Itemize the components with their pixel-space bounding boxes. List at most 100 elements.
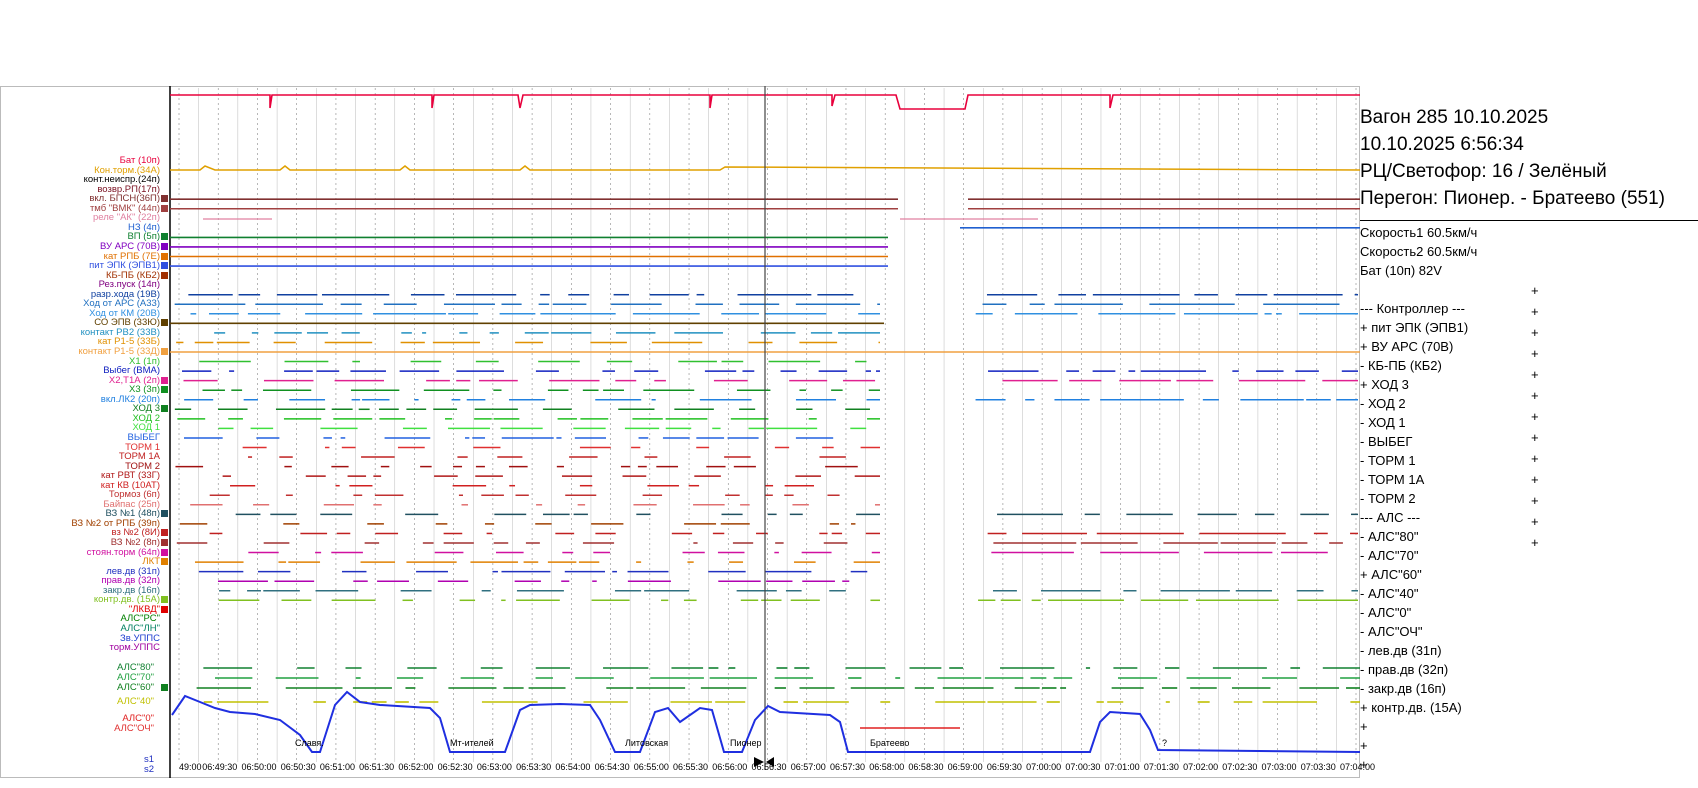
info-item[interactable]: - КБ-ПБ (КБ2)	[1360, 358, 1442, 373]
info-item[interactable]: - ТОРМ 2	[1360, 491, 1416, 506]
time-tick-label: 06:50:00	[241, 762, 277, 772]
signal-label: ЛКТ	[142, 556, 160, 568]
signal-label: АЛС"РС"	[120, 613, 160, 625]
info-item[interactable]: - ТОРМ 1А	[1360, 472, 1425, 487]
time-tick-label: 06:58:00	[869, 762, 905, 772]
toggle-plus-button[interactable]: +	[1531, 514, 1539, 529]
info-item[interactable]: - АЛС"40"	[1360, 586, 1419, 601]
info-item[interactable]: - ТОРМ 1	[1360, 453, 1416, 468]
time-tick-label: 06:49:30	[202, 762, 238, 772]
time-tick-label: 06:53:30	[516, 762, 552, 772]
brake-trace	[170, 165, 1360, 171]
signal-label: контакт РВ2 (33В)	[80, 326, 160, 338]
toggle-plus-button[interactable]: +	[1531, 430, 1539, 445]
signal-label: Выбег (ВМА)	[103, 365, 160, 377]
signal-label: Тормоз (6п)	[108, 489, 160, 501]
signal-label: Ход от КМ (20В)	[89, 307, 160, 319]
time-tick-label: 06:50:30	[280, 762, 316, 772]
signal-marker-icon	[161, 558, 168, 566]
toggle-plus-button[interactable]: +	[1531, 388, 1539, 403]
signal-marker-icon	[161, 204, 168, 212]
info-item[interactable]: + АЛС"60"	[1360, 567, 1422, 582]
signal-label: возвр.РП(17п)	[97, 183, 160, 195]
info-item[interactable]: + ХОД 3	[1360, 377, 1409, 392]
signal-label: Байпас (25п)	[103, 498, 160, 510]
battery-trace	[170, 94, 1360, 110]
info-reading: Скорость2 60.5км/ч	[1360, 244, 1478, 259]
time-tick-label: 07:00:30	[1065, 762, 1101, 772]
signal-label: разр.хода (19В)	[90, 288, 160, 300]
signal-label: закр.дв (16п)	[103, 584, 160, 596]
time-tick-label: 07:00:00	[1026, 762, 1062, 772]
time-tick-label: 06:54:00	[555, 762, 591, 772]
info-item[interactable]: - ХОД 2	[1360, 396, 1406, 411]
time-tick-label: 07:01:30	[1143, 762, 1179, 772]
info-item[interactable]: - лев.дв (31п)	[1360, 643, 1442, 658]
signal-label: АЛС"ЛН"	[120, 622, 160, 634]
info-item[interactable]: - ХОД 1	[1360, 415, 1406, 430]
toggle-plus-button[interactable]: +	[1531, 367, 1539, 382]
time-tick-label: 07:02:00	[1183, 762, 1219, 772]
toggle-plus-button[interactable]: +	[1531, 535, 1539, 550]
info-item[interactable]: - АЛС"70"	[1360, 548, 1419, 563]
toggle-plus-button[interactable]: +	[1531, 283, 1539, 298]
signal-status: РЦ/Светофор: 16 / Зелёный	[1360, 161, 1607, 182]
time-tick-label: 07:01:00	[1104, 762, 1140, 772]
als-label: АЛС"60"	[117, 682, 154, 693]
info-item[interactable]: - ВЫБЕГ	[1360, 434, 1413, 449]
time-tick-label: 07:02:30	[1222, 762, 1258, 772]
info-item[interactable]: - прав.дв (32п)	[1360, 662, 1449, 677]
signal-label: Х2,Т1А (2п)	[108, 374, 160, 386]
toggle-plus-button[interactable]: +	[1531, 346, 1539, 361]
toggle-plus-button[interactable]: +	[1531, 472, 1539, 487]
signal-label: вкл.ЛК2 (20п)	[100, 393, 160, 405]
signal-label: ВУ АРС (70В)	[100, 240, 160, 252]
signal-marker-icon	[161, 386, 168, 394]
info-item[interactable]: --- АЛС ---	[1360, 510, 1421, 525]
time-tick-label: 06:56:00	[712, 762, 748, 772]
toggle-plus-button[interactable]: +	[1531, 304, 1539, 319]
signal-label: ТОРМ 2	[125, 460, 160, 472]
signal-marker-icon	[161, 539, 168, 546]
signal-label: КБ-ПБ (КБ2)	[105, 269, 160, 281]
signal-label: Рез.пуск (14п)	[98, 279, 160, 291]
station-label: Мт-ителей	[450, 738, 494, 748]
chart-frame[interactable]	[0, 86, 1360, 778]
speed-trace	[171, 690, 1360, 753]
timeline-plot[interactable]	[0, 0, 1360, 788]
info-item[interactable]: --- Контроллер ---	[1360, 301, 1465, 316]
time-tick-label: 07:03:00	[1261, 762, 1297, 772]
info-item[interactable]: +	[1360, 757, 1368, 772]
info-item[interactable]: - АЛС"80"	[1360, 529, 1419, 544]
signal-label: кат КВ (10АТ)	[100, 479, 160, 491]
info-item[interactable]: - АЛС"0"	[1360, 605, 1412, 620]
toggle-plus-button[interactable]: +	[1531, 325, 1539, 340]
toggle-plus-button[interactable]: +	[1531, 451, 1539, 466]
signal-label: вз №2 (8И)	[111, 527, 161, 539]
signal-label: СО ЭПВ (33Ю)	[94, 317, 160, 329]
station-label: ?	[1162, 738, 1168, 748]
axis-label: s2	[143, 764, 154, 775]
time-tick-label: 06:57:30	[829, 762, 865, 772]
info-item[interactable]: +	[1360, 738, 1368, 753]
info-item[interactable]: - закр.дв (16п)	[1360, 681, 1446, 696]
info-item[interactable]: + контр.дв. (15А)	[1360, 700, 1462, 715]
als-label: АЛС"ОЧ"	[114, 723, 154, 734]
signal-label: ВЗ №2 (8п)	[110, 537, 160, 548]
info-item[interactable]: + пит ЭПК (ЭПВ1)	[1360, 320, 1469, 335]
info-item[interactable]: +	[1360, 719, 1368, 734]
signal-label: ВЗ №1 (48п)	[105, 508, 160, 520]
toggle-plus-button[interactable]: +	[1531, 493, 1539, 508]
info-item[interactable]: - АЛС"ОЧ"	[1360, 624, 1423, 639]
info-reading: Скорость1 60.5км/ч	[1360, 225, 1478, 240]
signal-label: реле "АК" (22п)	[92, 212, 160, 224]
toggle-plus-button[interactable]: +	[1531, 409, 1539, 424]
info-item[interactable]: + ВУ АРС (70В)	[1360, 339, 1454, 354]
signal-marker-icon	[161, 262, 168, 270]
time-tick-label: 06:56:30	[751, 762, 787, 772]
time-tick-label: 06:53:00	[476, 762, 512, 772]
section-name: Перегон: Пионер. - Братеево (551)	[1360, 188, 1666, 209]
time-tick-label: 06:59:30	[986, 762, 1022, 772]
signal-label: Бат (10п)	[119, 155, 160, 166]
station-label: Литовская	[625, 738, 669, 748]
